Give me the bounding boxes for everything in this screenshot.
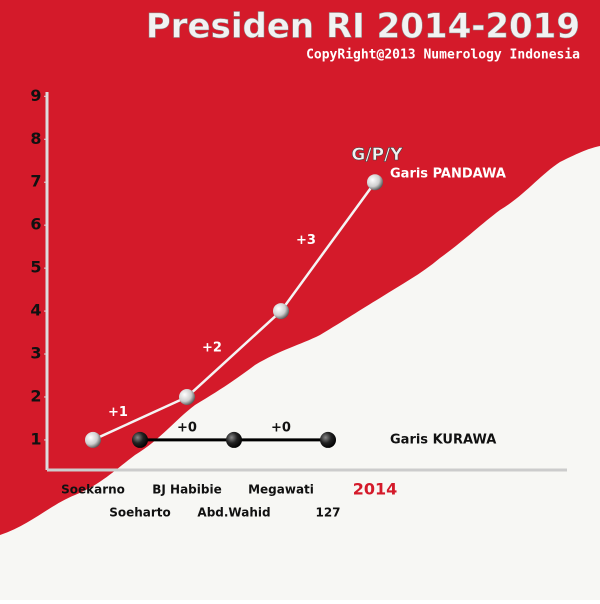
legend-label: Garis KURAWA (390, 432, 496, 447)
step-label: +3 (296, 233, 316, 248)
step-label: +0 (177, 420, 197, 435)
x-tick-label: Soekarno (61, 483, 125, 497)
y-tick-label: 4 (30, 301, 41, 320)
y-tick-label: 8 (30, 129, 41, 148)
step-label: +2 (202, 341, 222, 356)
data-point (179, 388, 195, 405)
background-wave (0, 146, 600, 600)
y-tick-label: 5 (30, 258, 41, 277)
series-line (92, 181, 377, 442)
y-tick-label: 9 (30, 86, 41, 105)
subtitle: CopyRight@2013 Numerology Indonesia (306, 48, 580, 63)
data-point (132, 431, 148, 448)
x-tick-label: 2014 (353, 480, 398, 499)
y-tick-label: 2 (30, 386, 41, 405)
y-tick-label: 3 (30, 344, 41, 363)
y-tick-label: 7 (30, 172, 41, 191)
x-tick-label: Megawati (248, 483, 314, 497)
data-point (226, 431, 242, 448)
x-tick-label: BJ Habibie (152, 483, 221, 497)
x-tick-label: Soeharto (109, 506, 171, 520)
data-point (273, 303, 289, 320)
chart-title: Presiden RI 2014-2019 (146, 7, 580, 47)
data-point (367, 174, 383, 191)
data-point (85, 431, 101, 448)
data-point (320, 431, 336, 448)
annotation: G/P/Y (351, 145, 403, 165)
y-tick-label: 1 (30, 429, 41, 448)
y-tick-label: 6 (30, 215, 41, 234)
step-label: +1 (108, 405, 128, 420)
x-tick-label: Abd.Wahid (197, 506, 270, 520)
x-tick-label: 127 (315, 506, 340, 520)
step-label: +0 (271, 420, 291, 435)
legend-label: Garis PANDAWA (390, 167, 506, 182)
